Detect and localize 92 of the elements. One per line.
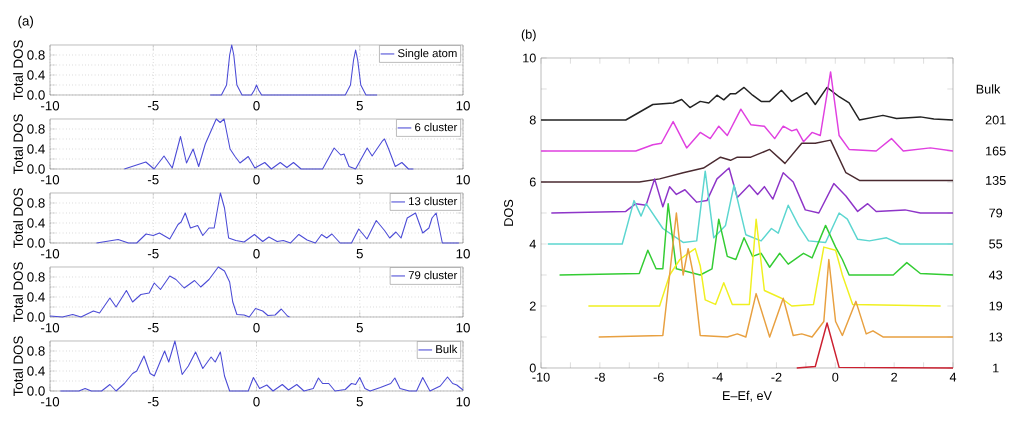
legend-label: Bulk [436, 344, 458, 354]
line-series [796, 322, 954, 369]
y-tick-label: 0.0 [27, 386, 45, 396]
x-tick-label: -8 [594, 372, 605, 382]
x-tick-label: 10 [456, 101, 470, 111]
text: 165 [986, 146, 1006, 156]
text: 55 [989, 239, 1003, 249]
y-tick-label: 0.4 [27, 292, 45, 302]
text: 19 [989, 301, 1003, 311]
x-tick-label: 0 [253, 175, 260, 185]
legend-label: 79 cluster [408, 270, 458, 280]
x-tick-label: -10 [40, 249, 60, 259]
x-axis-title: E–Ef, eV [723, 390, 772, 402]
text: Bulk [976, 84, 1001, 94]
line-series [540, 71, 954, 152]
y-tick-label: 0.0 [27, 90, 45, 100]
x-tick-label: 0 [253, 249, 260, 259]
x-tick-label: -2 [771, 372, 782, 382]
x-tick-label: -5 [147, 323, 159, 333]
y-tick-label: 0.4 [27, 218, 45, 228]
y-tick-label: 0.4 [27, 144, 45, 154]
x-tick-label: 5 [356, 323, 363, 333]
x-tick-label: 5 [356, 397, 363, 407]
line-series [587, 218, 942, 307]
y-tick-label: 0.8 [27, 272, 45, 282]
x-tick-label: 0 [253, 397, 260, 407]
y-axis-title: Total DOS [13, 336, 23, 397]
line-series [49, 266, 291, 318]
line-series [540, 86, 954, 121]
x-tick-label: 10 [456, 249, 470, 259]
line-series [209, 44, 378, 96]
line-series [558, 202, 954, 276]
x-tick-label: -10 [40, 323, 60, 333]
y-tick-label: 8 [529, 115, 536, 125]
y-axis-title: Total DOS [13, 262, 23, 323]
y-tick-label: 0.4 [27, 70, 45, 80]
x-tick-label: 10 [456, 323, 470, 333]
text: 135 [986, 175, 1006, 185]
x-tick-label: -10 [40, 101, 60, 111]
x-tick-label: 5 [356, 175, 363, 185]
x-tick-label: 5 [356, 101, 363, 111]
x-tick-label: -10 [532, 372, 550, 382]
text: 1 [993, 363, 999, 373]
x-tick-label: -10 [40, 397, 60, 407]
line-series [59, 340, 464, 392]
x-tick-label: 10 [456, 175, 470, 185]
legend-label: Single atom [398, 48, 457, 60]
x-tick-label: -5 [147, 175, 159, 185]
line-series [95, 192, 460, 244]
x-tick-label: -4 [712, 372, 723, 382]
y-axis-title: Total DOS [13, 114, 23, 175]
x-tick-label: -6 [653, 372, 664, 382]
line-series [547, 170, 954, 245]
x-tick-label: 10 [456, 397, 470, 407]
y-tick-label: 0.8 [27, 198, 45, 208]
x-tick-label: 0 [832, 372, 839, 382]
line-series [550, 167, 954, 214]
y-tick-label: 2 [529, 301, 536, 311]
chart-title: (b) [521, 29, 536, 42]
x-tick-label: -5 [147, 249, 159, 259]
text: 79 [989, 208, 1003, 218]
text: 43 [988, 270, 1003, 280]
y-tick-label: 0.8 [27, 124, 45, 134]
x-tick-label: 4 [949, 372, 957, 382]
line-series [597, 212, 954, 338]
y-axis-title: Total DOS [13, 40, 23, 101]
y-tick-label: 0 [529, 363, 536, 373]
y-axis-title: DOS [504, 199, 514, 226]
legend-label: 13 cluster [409, 196, 458, 206]
legend-label: 6 cluster [415, 122, 458, 132]
y-tick-label: 4 [529, 239, 536, 249]
y-tick-label: 0.0 [27, 238, 45, 248]
y-tick-label: 0.8 [27, 50, 45, 60]
text: 13 [989, 332, 1003, 342]
y-tick-label: 0.0 [27, 164, 45, 174]
x-tick-label: -10 [40, 175, 60, 185]
line-series [123, 118, 414, 170]
x-tick-label: 0 [253, 323, 260, 333]
x-tick-label: 5 [356, 249, 363, 259]
y-tick-label: 0.4 [27, 366, 45, 376]
y-tick-label: 0.0 [27, 312, 45, 322]
y-tick-label: 6 [529, 177, 536, 187]
y-tick-label: 10 [523, 53, 536, 63]
x-tick-label: 2 [891, 372, 898, 382]
text: 201 [985, 115, 1006, 125]
y-tick-label: 0.8 [27, 346, 45, 356]
y-axis-title: Total DOS [13, 188, 23, 249]
x-tick-label: 0 [253, 101, 260, 111]
x-tick-label: -5 [147, 101, 159, 111]
x-tick-label: -5 [147, 397, 159, 407]
chart-title: (a) [18, 15, 34, 29]
line-series [540, 139, 954, 183]
